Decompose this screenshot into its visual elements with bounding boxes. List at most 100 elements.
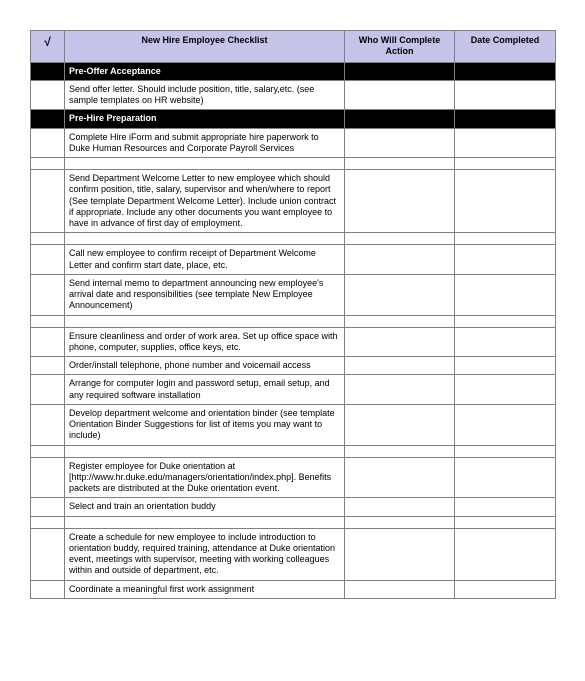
who-cell[interactable] <box>345 274 455 315</box>
check-cell[interactable] <box>31 80 65 110</box>
date-cell[interactable] <box>455 404 556 445</box>
who-cell[interactable] <box>345 327 455 357</box>
task-text: Develop department welcome and orientati… <box>65 404 345 445</box>
table-row: Pre-Offer Acceptance <box>31 62 556 80</box>
task-text: Arrange for computer login and password … <box>65 375 345 405</box>
table-row <box>31 516 556 528</box>
check-cell[interactable] <box>31 404 65 445</box>
check-cell[interactable] <box>31 245 65 275</box>
spacer-cell <box>31 315 65 327</box>
table-row: Ensure cleanliness and order of work are… <box>31 327 556 357</box>
who-cell[interactable] <box>345 245 455 275</box>
section-who-cell <box>345 62 455 80</box>
section-label: Pre-Offer Acceptance <box>65 62 345 80</box>
table-row: Coordinate a meaningful first work assig… <box>31 580 556 598</box>
task-text: Call new employee to confirm receipt of … <box>65 245 345 275</box>
check-cell[interactable] <box>31 580 65 598</box>
date-cell[interactable] <box>455 375 556 405</box>
task-text: Order/install telephone, phone number an… <box>65 357 345 375</box>
task-text: Ensure cleanliness and order of work are… <box>65 327 345 357</box>
check-cell[interactable] <box>31 327 65 357</box>
spacer-cell <box>31 516 65 528</box>
date-cell[interactable] <box>455 245 556 275</box>
table-row <box>31 233 556 245</box>
header-row: √ New Hire Employee Checklist Who Will C… <box>31 31 556 63</box>
date-cell[interactable] <box>455 357 556 375</box>
checklist-body: Pre-Offer AcceptanceSend offer letter. S… <box>31 62 556 598</box>
date-cell[interactable] <box>455 457 556 498</box>
spacer-cell <box>455 315 556 327</box>
spacer-cell <box>345 445 455 457</box>
who-cell[interactable] <box>345 357 455 375</box>
date-cell[interactable] <box>455 580 556 598</box>
checklist-table: √ New Hire Employee Checklist Who Will C… <box>30 30 556 599</box>
date-cell[interactable] <box>455 528 556 580</box>
who-cell[interactable] <box>345 580 455 598</box>
table-row <box>31 445 556 457</box>
spacer-cell <box>455 445 556 457</box>
spacer-cell <box>65 516 345 528</box>
date-cell[interactable] <box>455 80 556 110</box>
table-row: Arrange for computer login and password … <box>31 375 556 405</box>
task-text: Coordinate a meaningful first work assig… <box>65 580 345 598</box>
table-row: Register employee for Duke orientation a… <box>31 457 556 498</box>
spacer-cell <box>65 158 345 170</box>
header-date: Date Completed <box>455 31 556 63</box>
spacer-cell <box>31 233 65 245</box>
table-row: Develop department welcome and orientati… <box>31 404 556 445</box>
date-cell[interactable] <box>455 274 556 315</box>
date-cell[interactable] <box>455 170 556 233</box>
check-cell[interactable] <box>31 357 65 375</box>
table-row: Select and train an orientation buddy <box>31 498 556 516</box>
table-row <box>31 158 556 170</box>
task-text: Send Department Welcome Letter to new em… <box>65 170 345 233</box>
spacer-cell <box>345 315 455 327</box>
task-text: Complete Hire iForm and submit appropria… <box>65 128 345 158</box>
check-cell[interactable] <box>31 375 65 405</box>
task-text: Send offer letter. Should include positi… <box>65 80 345 110</box>
check-cell[interactable] <box>31 274 65 315</box>
date-cell[interactable] <box>455 128 556 158</box>
spacer-cell <box>65 233 345 245</box>
section-check-cell <box>31 62 65 80</box>
who-cell[interactable] <box>345 170 455 233</box>
section-who-cell <box>345 110 455 128</box>
who-cell[interactable] <box>345 128 455 158</box>
spacer-cell <box>345 233 455 245</box>
date-cell[interactable] <box>455 327 556 357</box>
section-check-cell <box>31 110 65 128</box>
who-cell[interactable] <box>345 528 455 580</box>
spacer-cell <box>345 516 455 528</box>
header-who: Who Will Complete Action <box>345 31 455 63</box>
table-row <box>31 315 556 327</box>
check-cell[interactable] <box>31 170 65 233</box>
section-date-cell <box>455 62 556 80</box>
table-row: Send internal memo to department announc… <box>31 274 556 315</box>
task-text: Create a schedule for new employee to in… <box>65 528 345 580</box>
task-text: Register employee for Duke orientation a… <box>65 457 345 498</box>
who-cell[interactable] <box>345 404 455 445</box>
spacer-cell <box>65 445 345 457</box>
spacer-cell <box>345 158 455 170</box>
task-text: Send internal memo to department announc… <box>65 274 345 315</box>
who-cell[interactable] <box>345 80 455 110</box>
header-check: √ <box>31 31 65 63</box>
check-cell[interactable] <box>31 457 65 498</box>
table-row: Order/install telephone, phone number an… <box>31 357 556 375</box>
check-cell[interactable] <box>31 128 65 158</box>
table-row: Send offer letter. Should include positi… <box>31 80 556 110</box>
date-cell[interactable] <box>455 498 556 516</box>
spacer-cell <box>65 315 345 327</box>
spacer-cell <box>455 158 556 170</box>
table-row: Pre-Hire Preparation <box>31 110 556 128</box>
check-cell[interactable] <box>31 528 65 580</box>
section-label: Pre-Hire Preparation <box>65 110 345 128</box>
check-cell[interactable] <box>31 498 65 516</box>
table-row: Call new employee to confirm receipt of … <box>31 245 556 275</box>
spacer-cell <box>31 445 65 457</box>
who-cell[interactable] <box>345 457 455 498</box>
who-cell[interactable] <box>345 498 455 516</box>
section-date-cell <box>455 110 556 128</box>
who-cell[interactable] <box>345 375 455 405</box>
spacer-cell <box>31 158 65 170</box>
